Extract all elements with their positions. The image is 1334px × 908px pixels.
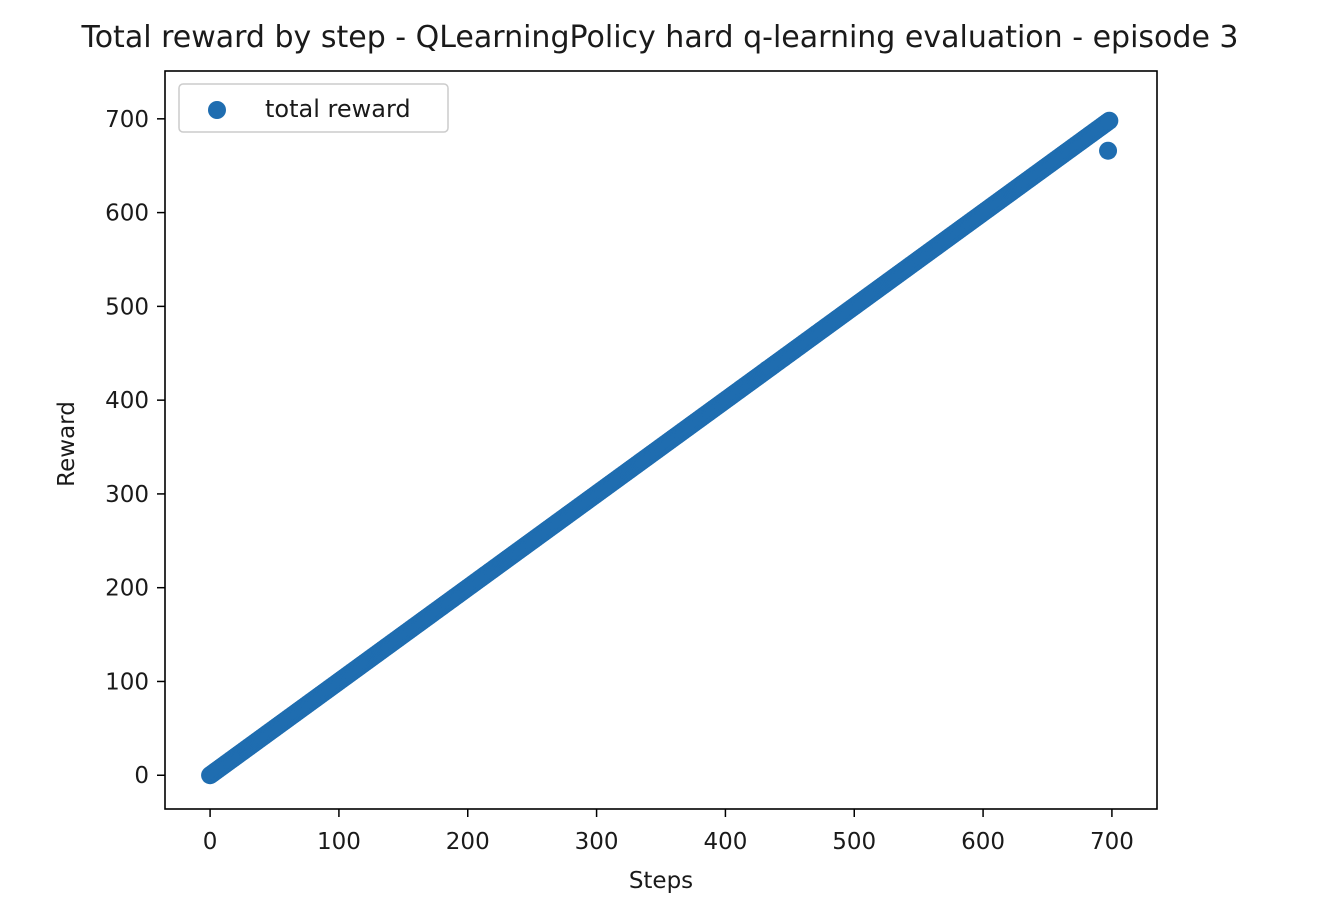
chart-title: Total reward by step - QLearningPolicy h… [81,20,1239,55]
y-tick-label: 0 [134,763,149,789]
x-tick-label: 200 [446,829,490,855]
x-tick-label: 400 [703,829,747,855]
x-tick-label: 100 [317,829,361,855]
legend: total reward [178,83,449,133]
x-axis-ticks: 0 100 200 300 400 500 600 700 [203,809,1134,855]
y-tick-label: 200 [105,576,149,602]
x-axis-label: Steps [629,868,693,894]
legend-label-total-reward: total reward [265,95,411,123]
y-tick-label: 700 [105,107,149,133]
y-tick-label: 400 [105,388,149,414]
y-tick-label: 600 [105,201,149,227]
data-point [1100,111,1119,130]
plot-points [201,111,1119,785]
y-tick-label: 500 [105,294,149,320]
plot-frame [164,70,1158,810]
data-point [1099,141,1118,160]
y-tick-label: 100 [105,669,149,695]
x-tick-label: 700 [1090,829,1134,855]
y-tick-label: 300 [105,482,149,508]
x-tick-label: 600 [961,829,1005,855]
x-tick-label: 300 [575,829,619,855]
x-tick-label: 500 [832,829,876,855]
x-tick-label: 0 [203,829,218,855]
legend-marker [208,101,226,119]
y-axis-label: Reward [54,401,80,487]
legend-box [178,83,449,133]
y-axis-ticks: 0 100 200 300 400 500 600 700 [105,107,165,789]
